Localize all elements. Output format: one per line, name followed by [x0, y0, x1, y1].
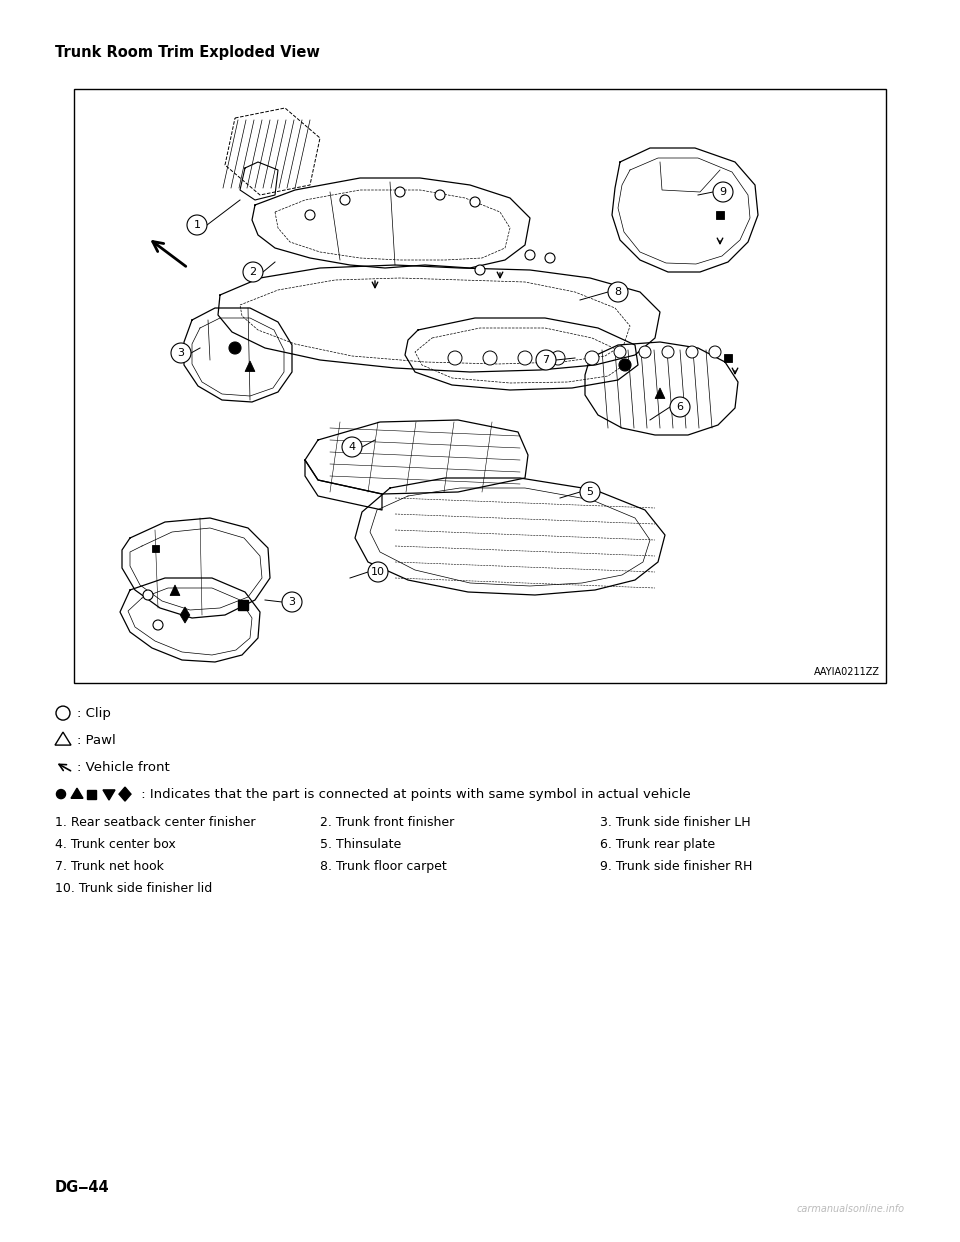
Text: : Clip: : Clip: [77, 707, 110, 719]
Text: carmanualsonline.info: carmanualsonline.info: [797, 1203, 905, 1213]
Circle shape: [475, 265, 485, 274]
Circle shape: [153, 620, 163, 630]
Polygon shape: [119, 787, 131, 801]
Circle shape: [368, 561, 388, 582]
Text: 2. Trunk front finisher: 2. Trunk front finisher: [320, 816, 454, 828]
Polygon shape: [71, 789, 83, 799]
Text: 4: 4: [348, 442, 355, 452]
Bar: [238, 600, 248, 610]
Circle shape: [171, 343, 191, 363]
Circle shape: [686, 347, 698, 358]
Circle shape: [229, 342, 241, 354]
Circle shape: [56, 707, 70, 720]
Circle shape: [57, 790, 65, 799]
Text: DG‒44: DG‒44: [55, 1180, 109, 1195]
Circle shape: [580, 482, 600, 502]
Text: 6. Trunk rear plate: 6. Trunk rear plate: [600, 837, 715, 851]
Circle shape: [435, 190, 445, 200]
Circle shape: [670, 397, 690, 417]
Circle shape: [608, 282, 628, 302]
Polygon shape: [170, 585, 180, 595]
Polygon shape: [180, 607, 190, 623]
Circle shape: [518, 351, 532, 365]
Circle shape: [470, 197, 480, 207]
Text: : Pawl: : Pawl: [77, 734, 116, 746]
Text: AAYIA0211ZZ: AAYIA0211ZZ: [814, 667, 880, 677]
Bar: [74, 89, 886, 683]
Bar: [716, 211, 724, 219]
Circle shape: [713, 183, 733, 202]
Circle shape: [545, 253, 555, 263]
Text: 9: 9: [719, 188, 727, 197]
Circle shape: [585, 351, 599, 365]
Text: : Indicates that the part is connected at points with same symbol in actual vehi: : Indicates that the part is connected a…: [137, 787, 691, 801]
Text: 1: 1: [194, 220, 201, 230]
Circle shape: [143, 590, 153, 600]
Text: 4. Trunk center box: 4. Trunk center box: [55, 837, 176, 851]
Text: 3: 3: [289, 597, 296, 607]
Circle shape: [614, 347, 626, 358]
Text: 3: 3: [178, 348, 184, 358]
Text: 7. Trunk net hook: 7. Trunk net hook: [55, 859, 164, 873]
Circle shape: [551, 351, 565, 365]
Text: 8: 8: [614, 287, 621, 297]
Circle shape: [525, 250, 535, 260]
Text: Trunk Room Trim Exploded View: Trunk Room Trim Exploded View: [55, 45, 320, 60]
Text: 9. Trunk side finisher RH: 9. Trunk side finisher RH: [600, 859, 753, 873]
Bar: [152, 544, 158, 551]
Circle shape: [187, 215, 207, 235]
Text: 5: 5: [587, 487, 593, 497]
Circle shape: [662, 347, 674, 358]
Circle shape: [448, 351, 462, 365]
Circle shape: [619, 359, 631, 371]
Circle shape: [243, 262, 263, 282]
Text: 3. Trunk side finisher LH: 3. Trunk side finisher LH: [600, 816, 751, 828]
Text: 2: 2: [250, 267, 256, 277]
Circle shape: [305, 210, 315, 220]
Bar: [87, 790, 96, 799]
Text: 10: 10: [371, 568, 385, 578]
Circle shape: [282, 592, 302, 612]
Circle shape: [395, 188, 405, 197]
Polygon shape: [655, 388, 665, 399]
Text: 5. Thinsulate: 5. Thinsulate: [320, 837, 401, 851]
Polygon shape: [103, 790, 115, 800]
Circle shape: [536, 350, 556, 370]
Bar: [724, 354, 732, 361]
Circle shape: [709, 347, 721, 358]
Circle shape: [639, 347, 651, 358]
Text: 10. Trunk side finisher lid: 10. Trunk side finisher lid: [55, 882, 212, 894]
Text: 1. Rear seatback center finisher: 1. Rear seatback center finisher: [55, 816, 255, 828]
Text: 6: 6: [677, 402, 684, 412]
Text: 8. Trunk floor carpet: 8. Trunk floor carpet: [320, 859, 446, 873]
Polygon shape: [245, 361, 255, 371]
Circle shape: [483, 351, 497, 365]
Circle shape: [342, 437, 362, 457]
Circle shape: [340, 195, 350, 205]
Text: 7: 7: [542, 355, 549, 365]
Text: : Vehicle front: : Vehicle front: [77, 760, 170, 774]
